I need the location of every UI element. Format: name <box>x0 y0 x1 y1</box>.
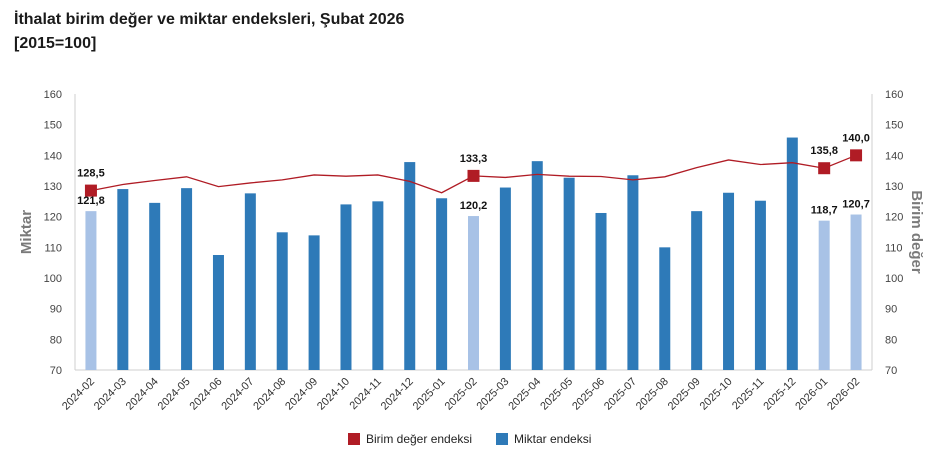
bar-miktar <box>181 188 193 370</box>
data-label-birim-deger: 128,5 <box>77 168 105 180</box>
chart-title: İthalat birim değer ve miktar endeksleri… <box>14 8 404 56</box>
data-label-miktar: 120,2 <box>460 200 488 212</box>
y-right-tick-label: 130 <box>885 181 903 193</box>
x-tick-label: 2025-07 <box>602 376 639 413</box>
x-tick-label: 2024-04 <box>124 376 161 413</box>
y-right-tick-label: 100 <box>885 273 903 285</box>
y-right-tick-label: 160 <box>885 89 903 101</box>
bar-miktar <box>117 189 129 370</box>
bar-miktar <box>691 211 703 370</box>
y-right-tick-label: 140 <box>885 150 903 162</box>
y-right-tick-label: 80 <box>885 334 897 346</box>
y-left-tick-label: 100 <box>44 273 62 285</box>
x-tick-label: 2024-03 <box>92 376 129 413</box>
x-tick-label: 2025-12 <box>761 376 798 413</box>
x-tick-label: 2024-10 <box>315 376 352 413</box>
x-tick-label: 2025-06 <box>570 376 607 413</box>
x-tick-label: 2024-07 <box>219 376 256 413</box>
x-tick-label: 2024-02 <box>60 376 97 413</box>
y-right-axis-title: Birim değer <box>908 190 925 274</box>
y-right-tick-label: 90 <box>885 304 897 316</box>
y-left-tick-label: 140 <box>44 150 62 162</box>
y-left-tick-label: 150 <box>44 120 62 132</box>
x-tick-label: 2024-08 <box>251 376 288 413</box>
x-tick-label: 2024-11 <box>348 376 384 412</box>
marker-birim-deger <box>818 162 831 175</box>
x-tick-label: 2024-06 <box>188 376 225 413</box>
legend-swatch-miktar <box>496 433 508 445</box>
x-tick-label: 2025-09 <box>666 376 703 413</box>
bar-miktar <box>786 137 798 370</box>
y-left-tick-label: 90 <box>50 304 62 316</box>
legend-label-miktar: Miktar endeksi <box>514 432 591 446</box>
y-right-tick-label: 70 <box>885 365 897 377</box>
chart-title-line1: İthalat birim değer ve miktar endeksleri… <box>14 11 405 28</box>
bar-miktar <box>627 175 639 370</box>
data-label-miktar: 121,8 <box>77 195 105 207</box>
legend-label-birim-deger: Birim değer endeksi <box>366 432 472 446</box>
x-tick-label: 2024-12 <box>379 376 416 413</box>
y-left-tick-label: 160 <box>44 89 62 101</box>
bar-miktar <box>563 177 575 370</box>
y-left-tick-label: 70 <box>50 365 62 377</box>
bar-miktar <box>372 201 384 370</box>
x-tick-label: 2025-05 <box>538 376 575 413</box>
x-tick-label: 2025-04 <box>506 376 543 413</box>
y-left-axis-title: Miktar <box>18 210 35 254</box>
bar-miktar <box>244 193 256 370</box>
bar-miktar <box>850 214 862 370</box>
data-label-birim-deger: 135,8 <box>810 145 838 157</box>
marker-birim-deger <box>850 149 863 162</box>
x-tick-label: 2024-05 <box>156 376 193 413</box>
chart-title-line2: [2015=100] <box>14 35 97 52</box>
y-left-tick-label: 110 <box>44 242 62 254</box>
x-tick-label: 2024-09 <box>283 376 320 413</box>
x-tick-label: 2026-01 <box>793 376 830 413</box>
x-tick-label: 2025-03 <box>474 376 511 413</box>
bar-miktar <box>723 192 735 370</box>
bar-miktar <box>468 216 479 370</box>
bar-miktar <box>754 200 766 370</box>
bar-miktar <box>531 161 543 370</box>
y-left-tick-label: 130 <box>44 181 62 193</box>
x-tick-label: 2025-11 <box>730 376 766 412</box>
y-right-tick-label: 110 <box>885 242 903 254</box>
data-label-miktar: 120,7 <box>842 199 870 211</box>
y-right-tick-label: 120 <box>885 212 903 224</box>
data-label-miktar: 118,7 <box>811 205 838 217</box>
bar-miktar <box>499 187 511 370</box>
y-right-tick-label: 150 <box>885 120 903 132</box>
bar-miktar <box>659 247 671 370</box>
x-tick-label: 2025-01 <box>411 376 448 413</box>
marker-birim-deger <box>467 169 480 182</box>
y-left-tick-label: 80 <box>50 334 62 346</box>
bar-miktar <box>149 202 161 370</box>
data-label-birim-deger: 140,0 <box>842 132 870 144</box>
bar-miktar <box>436 198 448 370</box>
x-tick-label: 2025-10 <box>698 376 735 413</box>
data-label-birim-deger: 133,3 <box>460 153 488 165</box>
marker-birim-deger <box>84 184 97 197</box>
bar-miktar <box>595 212 607 370</box>
bar-miktar <box>818 220 830 370</box>
bar-miktar <box>85 211 97 370</box>
bar-miktar <box>212 255 224 370</box>
legend-swatch-birim-deger <box>348 433 360 445</box>
bar-miktar <box>308 235 320 370</box>
bar-miktar <box>340 204 352 370</box>
x-tick-label: 2025-08 <box>634 376 671 413</box>
x-tick-label: 2026-02 <box>825 376 862 413</box>
bar-miktar <box>276 232 288 370</box>
y-left-tick-label: 120 <box>44 212 62 224</box>
bar-miktar <box>404 162 416 370</box>
x-tick-label: 2025-02 <box>443 376 480 413</box>
